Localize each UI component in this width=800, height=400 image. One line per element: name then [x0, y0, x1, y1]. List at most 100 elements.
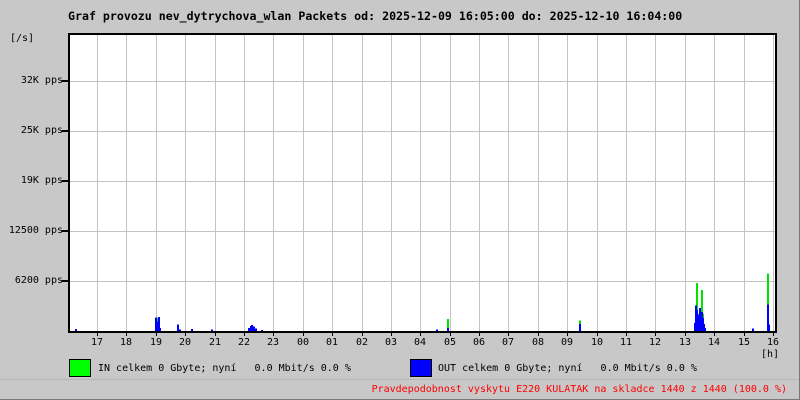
out-spike [179, 329, 181, 331]
y-tick-label: 12500 pps [8, 225, 63, 236]
x-tick [479, 333, 480, 336]
x-tick-label: 15 [737, 337, 751, 348]
x-tick [97, 333, 98, 336]
x-tick-label: 06 [472, 337, 486, 348]
y-axis-unit-label: [/s] [10, 33, 35, 44]
out-spike [261, 329, 263, 331]
x-tick [420, 333, 421, 336]
legend-out-swatch [410, 359, 432, 377]
v-gridline [273, 35, 274, 331]
v-gridline [479, 35, 480, 331]
x-tick [685, 333, 686, 336]
v-gridline [508, 35, 509, 331]
out-spike [704, 327, 706, 331]
x-tick-label: 23 [266, 337, 280, 348]
h-gridline [70, 181, 775, 182]
x-tick [508, 333, 509, 336]
x-tick-label: 09 [560, 337, 574, 348]
x-tick-label: 01 [325, 337, 339, 348]
x-tick [244, 333, 245, 336]
h-gridline [70, 231, 775, 232]
out-spike [436, 329, 438, 331]
traffic-graph-plot[interactable] [68, 33, 777, 333]
x-tick [303, 333, 304, 336]
v-gridline [332, 35, 333, 331]
y-tick [62, 180, 68, 182]
x-tick [391, 333, 392, 336]
out-spike [447, 327, 449, 331]
out-spike [248, 328, 250, 331]
v-gridline [567, 35, 568, 331]
legend-out-label: OUT celkem 0 Gbyte; nyní 0.0 Mbit/s 0.0 … [438, 363, 697, 374]
x-tick-label: 10 [590, 337, 604, 348]
v-gridline [450, 35, 451, 331]
x-tick-label: 17 [90, 337, 104, 348]
x-tick-label: 04 [413, 337, 427, 348]
v-gridline [156, 35, 157, 331]
v-gridline [420, 35, 421, 331]
v-gridline [714, 35, 715, 331]
out-spike [255, 328, 257, 331]
out-spike [158, 317, 160, 331]
x-tick-label: 21 [208, 337, 222, 348]
x-tick-label: 13 [678, 337, 692, 348]
out-spike [768, 324, 770, 331]
v-gridline [126, 35, 127, 331]
v-gridline [597, 35, 598, 331]
footer-divider [0, 379, 799, 380]
x-tick [626, 333, 627, 336]
graph-title: Graf provozu nev_dytrychova_wlan Packets… [68, 9, 683, 23]
in-spike [701, 290, 703, 331]
x-tick [332, 333, 333, 336]
out-spike [177, 324, 179, 331]
x-tick-label: 20 [178, 337, 192, 348]
x-tick-label: 11 [619, 337, 633, 348]
out-spike [159, 327, 161, 331]
y-tick-label: 25K pps [20, 125, 63, 136]
y-tick-label: 19K pps [20, 175, 63, 186]
in-spike [447, 319, 449, 331]
y-tick [62, 130, 68, 132]
y-tick-label: 6200 pps [14, 275, 63, 286]
y-tick [62, 230, 68, 232]
out-spike [191, 329, 193, 331]
v-gridline [626, 35, 627, 331]
legend-in-label: IN celkem 0 Gbyte; nyní 0.0 Mbit/s 0.0 % [98, 363, 351, 374]
x-tick [655, 333, 656, 336]
x-tick-label: 07 [501, 337, 515, 348]
h-gridline [70, 281, 775, 282]
x-tick [567, 333, 568, 336]
availability-note: Pravdepodobnost vyskytu E220 KULATAK na … [371, 384, 787, 395]
x-tick-label: 14 [707, 337, 721, 348]
x-tick [538, 333, 539, 336]
v-gridline [744, 35, 745, 331]
x-tick [126, 333, 127, 336]
x-tick [185, 333, 186, 336]
x-tick-label: 05 [443, 337, 457, 348]
x-tick-label: 00 [296, 337, 310, 348]
graph-canvas [70, 35, 775, 331]
v-gridline [215, 35, 216, 331]
x-tick [744, 333, 745, 336]
v-gridline [303, 35, 304, 331]
x-tick-label: 18 [119, 337, 133, 348]
x-tick-label: 03 [384, 337, 398, 348]
out-spike [211, 329, 213, 331]
x-tick-label: 12 [648, 337, 662, 348]
v-gridline [362, 35, 363, 331]
v-gridline [655, 35, 656, 331]
x-tick [714, 333, 715, 336]
v-gridline [391, 35, 392, 331]
x-tick [597, 333, 598, 336]
out-spike [703, 323, 705, 331]
out-spike [253, 326, 255, 331]
v-gridline [773, 35, 774, 331]
x-tick [450, 333, 451, 336]
x-tick-label: 16 [766, 337, 780, 348]
legend-in-swatch [69, 359, 91, 377]
x-tick [156, 333, 157, 336]
v-gridline [97, 35, 98, 331]
x-tick [215, 333, 216, 336]
v-gridline [185, 35, 186, 331]
